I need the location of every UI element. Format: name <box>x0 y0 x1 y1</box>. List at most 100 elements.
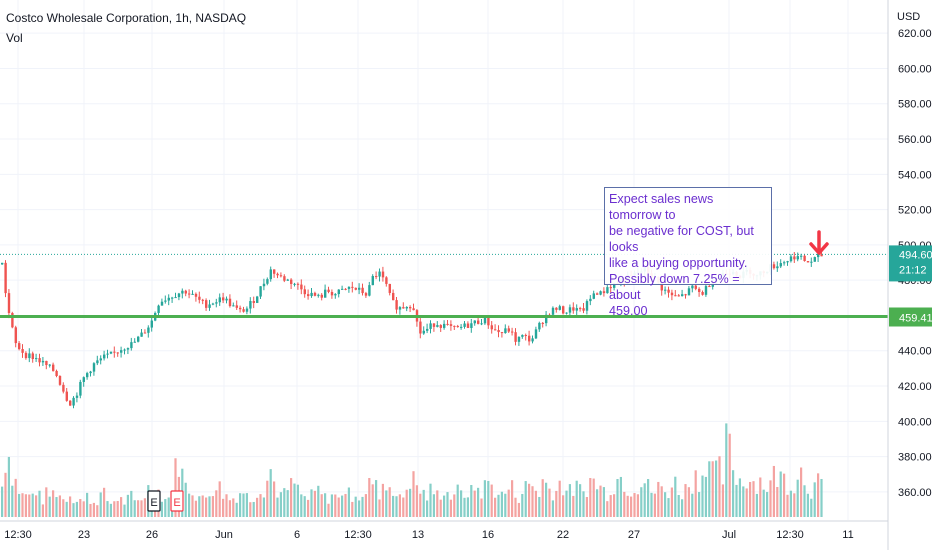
volume-bar <box>647 479 650 517</box>
volume-bar <box>7 456 10 517</box>
volume-bar <box>228 500 231 517</box>
candle-body <box>551 307 555 315</box>
candle-body <box>21 349 24 353</box>
candle-body <box>307 294 310 297</box>
volume-bar <box>677 494 680 517</box>
volume-bar <box>310 489 313 517</box>
earnings-marker[interactable]: E <box>170 490 184 512</box>
volume-bar <box>262 497 265 517</box>
arrow-head <box>809 242 829 255</box>
volume-bar <box>766 492 769 517</box>
volume-bar <box>596 489 599 517</box>
volume-bar <box>514 497 517 517</box>
candle-body <box>242 309 245 312</box>
candle-body <box>113 351 116 353</box>
candle-body <box>259 286 262 297</box>
candle-body <box>681 294 684 297</box>
candle-body <box>164 300 167 302</box>
volume-bar <box>565 490 568 517</box>
candle-body <box>381 271 385 278</box>
candle-body <box>31 353 34 360</box>
volume-bar <box>592 478 595 517</box>
volume-bar <box>62 499 65 517</box>
volume-bar <box>4 472 7 517</box>
volume-bar <box>313 490 316 517</box>
candle-body <box>463 323 466 327</box>
candle-body <box>11 313 14 328</box>
volume-bar <box>69 496 72 517</box>
candle-body <box>677 295 680 297</box>
volume-bar <box>555 490 558 517</box>
volume-bar <box>633 493 636 517</box>
time-tick-label: 16 <box>482 529 494 541</box>
volume-bar <box>772 465 775 517</box>
volume-bar <box>511 480 514 517</box>
candle-body <box>75 395 79 398</box>
candle-body <box>218 297 221 303</box>
candle-body <box>245 308 249 312</box>
volume-bar <box>517 502 520 517</box>
volume-bar <box>65 501 68 517</box>
volume-bar <box>796 479 799 517</box>
volume-bar <box>296 484 299 517</box>
volume-bar <box>286 490 289 517</box>
volume-bar <box>371 484 374 517</box>
candle-body <box>371 276 374 286</box>
volume-bar <box>429 483 432 517</box>
volume-bar <box>208 496 211 517</box>
volume-bar <box>419 493 422 517</box>
volume-bar <box>334 494 337 517</box>
earnings-marker-box <box>170 490 184 512</box>
volume-bar <box>534 490 537 517</box>
candle-body <box>664 289 667 291</box>
down-arrow-icon[interactable] <box>809 230 829 255</box>
candle-body <box>453 325 456 327</box>
candle-body <box>446 323 449 325</box>
candle-body <box>606 287 609 294</box>
candle-body <box>796 256 799 260</box>
volume-bar <box>381 483 384 517</box>
volume-bar <box>392 495 395 517</box>
volume-bar <box>143 498 146 517</box>
annotation-line: Expect sales news tomorrow to <box>609 192 714 222</box>
volume-indicator-label[interactable]: Vol <box>6 31 23 45</box>
candle-body <box>324 289 327 298</box>
candle-body <box>555 307 558 310</box>
volume-bar <box>126 494 129 517</box>
volume-bar <box>589 478 592 517</box>
volume-bar <box>762 489 765 517</box>
volume-bar <box>24 494 27 517</box>
volume-bar <box>378 499 381 517</box>
volume-bar <box>215 490 218 517</box>
volume-bar <box>728 433 731 517</box>
candle-body <box>191 293 194 295</box>
annotation-line: 459.00 <box>609 304 648 318</box>
volume-bar <box>602 487 605 517</box>
candle-body <box>596 293 599 295</box>
candle-body <box>572 307 575 311</box>
candle-body <box>341 288 344 290</box>
annotation-note[interactable]: Expect sales news tomorrow to be negativ… <box>604 187 772 318</box>
volume-bar <box>412 471 415 517</box>
candle-body <box>65 391 68 401</box>
volume-bar <box>293 483 296 517</box>
time-tick-label: 26 <box>146 529 158 541</box>
price-tick-label: 620.00 <box>898 28 932 40</box>
price-tick-label: 380.00 <box>898 452 932 464</box>
volume-bar <box>460 490 463 517</box>
volume-bar <box>133 500 136 517</box>
volume-bar <box>735 484 738 517</box>
candle-body <box>477 320 480 324</box>
candle-body <box>188 293 191 295</box>
volume-bar <box>691 493 694 517</box>
volume-bar <box>303 496 306 517</box>
price-tick-label: 440.00 <box>898 346 932 358</box>
candle-body <box>368 285 371 296</box>
volume-bar <box>96 505 99 517</box>
candle-body <box>473 320 476 324</box>
price-tick-label: 520.00 <box>898 205 932 217</box>
candle-body <box>602 291 606 294</box>
volume-bar <box>52 490 55 517</box>
earnings-marker[interactable]: E <box>147 490 161 512</box>
